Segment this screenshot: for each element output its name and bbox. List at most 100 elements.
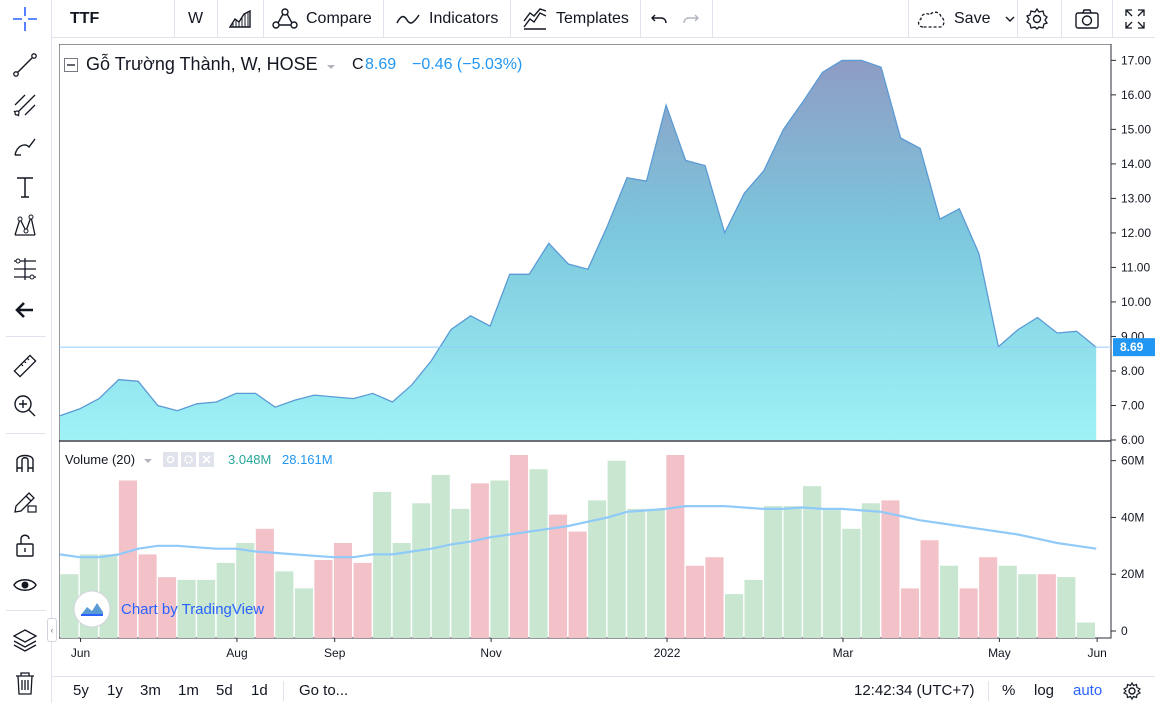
back-arrow-tool[interactable] [10,295,40,325]
toolbar-collapse-handle[interactable]: ‹ [47,618,57,642]
volume-bar [373,491,392,638]
measure-tool[interactable] [10,351,40,381]
percent-scale-button[interactable]: % [1002,677,1015,703]
prediction-tool[interactable] [10,254,40,284]
templates-button[interactable]: Templates [522,0,629,38]
symbol-legend-title[interactable]: Gỗ Trường Thành, W, HOSE [86,54,318,74]
volume-bar [197,579,216,638]
go-to-date-button[interactable]: Go to... [299,677,348,703]
volume-bar [607,460,626,638]
volume-bar [470,483,489,638]
volume-bar [236,543,255,638]
eye-toggle-icon[interactable] [163,452,178,467]
chart-style-button[interactable] [228,0,252,38]
volume-legend-title[interactable]: Volume (20) [65,452,136,467]
legend-dropdown-icon[interactable] [326,64,336,70]
symbol-search-button[interactable]: TTF [70,0,99,38]
left-drawing-toolbar [0,0,52,703]
volume-bar [685,565,704,638]
compare-button[interactable]: Compare [272,0,372,38]
volume-legend-actions [163,452,214,467]
range-5y-button[interactable]: 5y [73,677,89,703]
collapse-legend-icon[interactable] [64,58,78,72]
volume-bar [588,500,607,638]
range-1y-button[interactable]: 1y [107,677,123,703]
volume-bar [353,562,372,638]
price-tick-label: 8.00 [1121,364,1145,378]
lock-drawing-tool[interactable] [10,487,40,517]
settings-button[interactable] [1025,0,1049,38]
remove-drawings-tool[interactable] [10,668,40,698]
tradingview-watermark[interactable]: Chart by TradingView [73,590,283,628]
volume-bar [940,565,959,638]
range-1m-button[interactable]: 1m [178,677,199,703]
volume-ma-value: 28.161M [282,452,333,467]
volume-bar [764,506,783,638]
close-value: 8.69 [365,56,397,73]
fib-tool[interactable] [10,90,40,120]
range-5d-button[interactable]: 5d [216,677,233,703]
last-price-label: 8.69 [1120,340,1144,354]
volume-bar [822,508,841,638]
volume-tick-label: 20M [1121,567,1144,581]
volume-bar [392,543,411,638]
save-button[interactable]: Save [916,0,1016,38]
snapshot-button[interactable] [1074,0,1100,38]
magnet-tool[interactable] [10,447,40,477]
log-scale-button[interactable]: log [1034,677,1054,703]
volume-dropdown-icon[interactable] [143,458,153,464]
range-label: 5y [73,682,89,699]
price-area-fill [60,60,1097,440]
price-line [59,59,1097,417]
volume-bar [158,577,177,638]
undo-button[interactable] [650,0,668,38]
auto-scale-button[interactable]: auto [1073,677,1102,703]
chart-area[interactable]: 6.00 7.00 8.00 9.00 10.00 11.00 12.00 13.00 14.0… [58,43,1155,671]
volume-tick-label: 60M [1121,454,1144,468]
crosshair-tool[interactable] [10,4,40,34]
range-1d-button[interactable]: 1d [251,677,268,703]
templates-label: Templates [556,10,629,27]
range-3m-button[interactable]: 3m [140,677,161,703]
time-tick-label: Aug [226,646,247,660]
volume-bar [705,557,724,638]
close-prefix: C [352,56,364,73]
brush-tool[interactable] [10,132,40,162]
price-tick-label: 7.00 [1121,398,1145,412]
pattern-tool[interactable] [10,212,40,242]
time-tick-label: Nov [480,646,501,660]
remove-small-icon[interactable] [199,452,214,467]
volume-bar [979,557,998,638]
percent-label: % [1002,682,1016,699]
pitchfork-icon [13,94,36,117]
clock[interactable]: 12:42:34 (UTC+7) [854,677,974,703]
price-tick-label: 15.00 [1121,122,1151,136]
ruler-icon [13,354,37,378]
goto-label: Go to... [299,682,349,699]
volume-bar [118,480,137,638]
crosshair-icon [13,7,37,31]
interval-button[interactable]: W [188,0,203,38]
lock-all-tool[interactable] [10,530,40,560]
chart-settings-button[interactable] [1123,677,1141,703]
fullscreen-button[interactable] [1124,0,1146,38]
symbol-label: TTF [70,10,100,27]
volume-tick-label: 0 [1121,624,1128,638]
object-tree-tool[interactable] [10,625,40,655]
range-label: 3m [140,682,161,699]
volume-bar [998,565,1017,638]
volume-bar [783,506,802,638]
volume-bar [920,540,939,638]
redo-button[interactable] [682,0,700,38]
zoom-tool[interactable] [10,391,40,421]
indicators-button[interactable]: Indicators [395,0,498,38]
gear-small-icon[interactable] [181,452,196,467]
zoom-in-icon [14,395,36,417]
text-icon [17,177,33,198]
trend-line-tool[interactable] [10,50,40,80]
price-tick-label: 13.00 [1121,191,1151,205]
area-chart-icon [228,9,251,28]
text-tool[interactable] [10,172,40,202]
trend-line-icon [13,53,37,77]
hide-drawings-tool[interactable] [10,570,40,600]
